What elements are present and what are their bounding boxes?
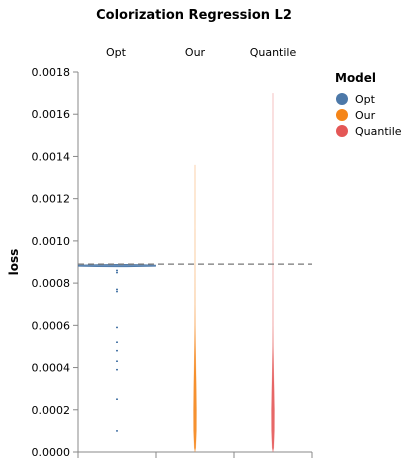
y-tick-label: 0.0008 xyxy=(32,277,71,290)
y-tick-label: 0.0012 xyxy=(32,193,71,206)
x-axis xyxy=(77,451,313,458)
column-label-our: Our xyxy=(185,46,206,59)
violin-opt-point xyxy=(116,271,118,274)
violin-opt-point xyxy=(116,326,118,329)
y-tick-label: 0.0014 xyxy=(32,150,71,163)
column-label-quantile: Quantile xyxy=(250,46,297,59)
violin-opt-point xyxy=(116,288,118,291)
violin-our xyxy=(193,164,197,453)
y-tick-label: 0.0000 xyxy=(32,446,71,459)
violin-opt-point xyxy=(116,269,118,272)
y-tick-label: 0.0006 xyxy=(32,319,71,332)
legend-symbol-quantile xyxy=(336,125,348,137)
column-label-opt: Opt xyxy=(106,46,127,59)
violin-opt-point xyxy=(116,341,118,343)
legend-label-opt: Opt xyxy=(355,93,376,106)
violin-opt-point xyxy=(116,368,118,371)
column-labels: Opt Our Quantile xyxy=(106,46,296,59)
chart-title: Colorization Regression L2 xyxy=(96,8,292,23)
legend-title: Model xyxy=(335,71,376,85)
violin-quantile xyxy=(271,93,275,453)
violin-opt-band xyxy=(78,263,156,268)
violin-opt-point xyxy=(116,360,118,362)
violin-opt-point xyxy=(116,290,118,293)
y-tick-label: 0.0010 xyxy=(32,235,71,248)
y-axis-title: loss xyxy=(7,249,21,276)
legend-label-our: Our xyxy=(355,109,376,122)
legend-symbol-opt xyxy=(336,93,348,105)
legend: Model Opt Our Quantile xyxy=(335,71,402,138)
y-tick-label: 0.0002 xyxy=(32,404,71,417)
y-tick-label: 0.0004 xyxy=(32,362,71,375)
y-tick-label: 0.0018 xyxy=(32,66,71,79)
y-tick-label: 0.0016 xyxy=(32,108,71,121)
violin-opt-point xyxy=(116,398,118,400)
y-axis: 0.0000 0.0002 0.0004 0.0006 0.0008 0.0010 0.00… xyxy=(32,66,79,459)
violins xyxy=(78,93,312,453)
legend-label-quantile: Quantile xyxy=(355,125,402,138)
violin-opt-point xyxy=(116,430,118,432)
violin-opt-point xyxy=(116,349,118,352)
legend-symbol-our xyxy=(336,109,348,121)
